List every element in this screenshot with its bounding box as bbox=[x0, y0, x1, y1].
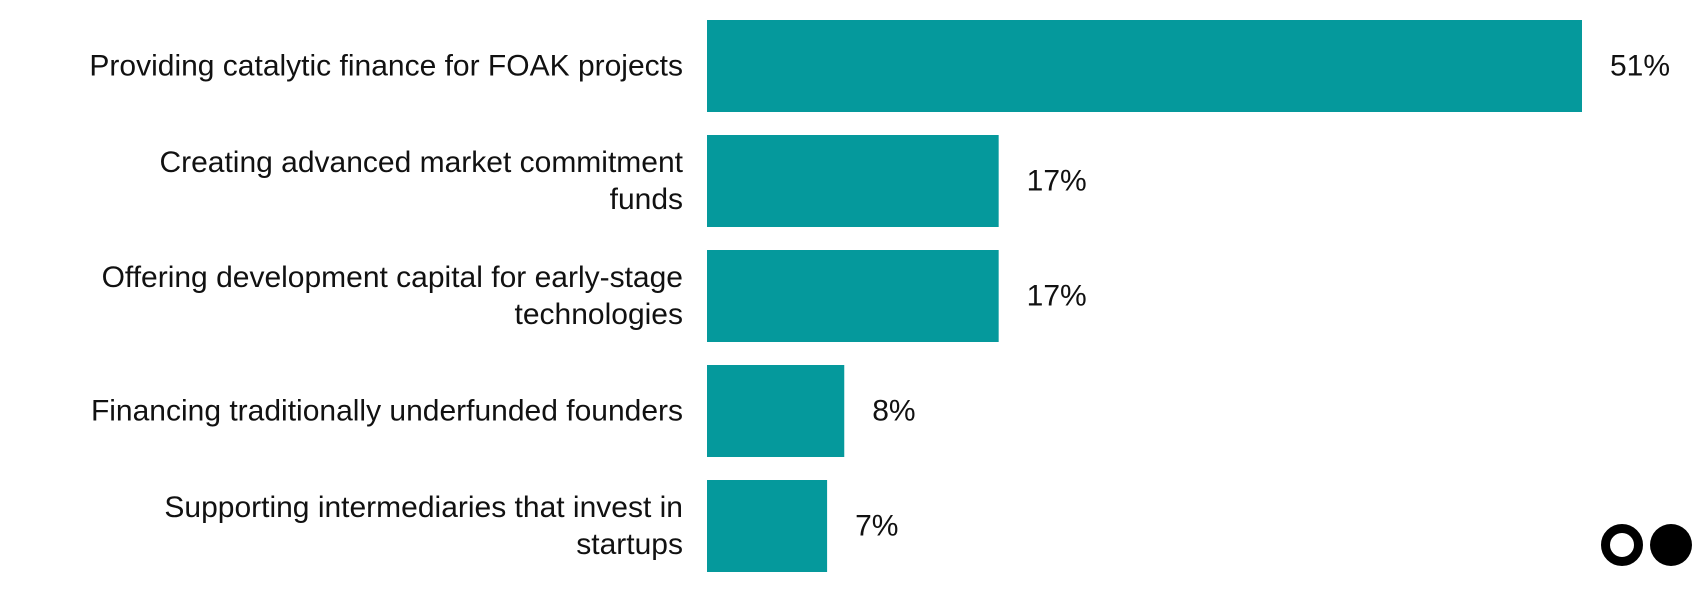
category-labels: Providing catalytic finance for FOAK pro… bbox=[89, 50, 683, 562]
category-label: Providing catalytic finance for FOAK pro… bbox=[89, 50, 683, 83]
bar bbox=[707, 135, 999, 227]
category-label-line: Offering development capital for early-s… bbox=[102, 261, 683, 294]
hollow-dot-icon bbox=[1601, 524, 1643, 566]
bar-value-label: 8% bbox=[872, 395, 915, 428]
bar-value-label: 17% bbox=[1027, 280, 1087, 313]
category-label-line: technologies bbox=[515, 298, 683, 331]
bar-value-label: 51% bbox=[1610, 50, 1670, 83]
solid-dot-icon bbox=[1650, 524, 1692, 566]
value-labels: 51% 17% 17% 8% 7% bbox=[855, 50, 1670, 543]
category-label-line: Supporting intermediaries that invest in bbox=[164, 491, 683, 524]
category-label-line: Creating advanced market commitment bbox=[159, 146, 683, 179]
category-label-line: startups bbox=[576, 528, 683, 561]
two-dots-logo-icon bbox=[1601, 524, 1692, 566]
bar bbox=[707, 365, 845, 457]
category-label-line: Providing catalytic finance for FOAK pro… bbox=[89, 50, 683, 83]
category-label-line: funds bbox=[610, 183, 683, 216]
category-label-line: Financing traditionally underfunded foun… bbox=[91, 395, 683, 428]
bar bbox=[707, 250, 999, 342]
bars bbox=[707, 20, 1582, 572]
category-label: Financing traditionally underfunded foun… bbox=[91, 395, 683, 428]
bar bbox=[707, 20, 1582, 112]
category-label: Supporting intermediaries that invest in… bbox=[164, 491, 683, 561]
bar bbox=[707, 480, 828, 572]
category-label: Creating advanced market commitment funds bbox=[159, 146, 683, 216]
category-label: Offering development capital for early-s… bbox=[102, 261, 683, 331]
bar-value-label: 7% bbox=[855, 510, 898, 543]
bar-value-label: 17% bbox=[1027, 165, 1087, 198]
